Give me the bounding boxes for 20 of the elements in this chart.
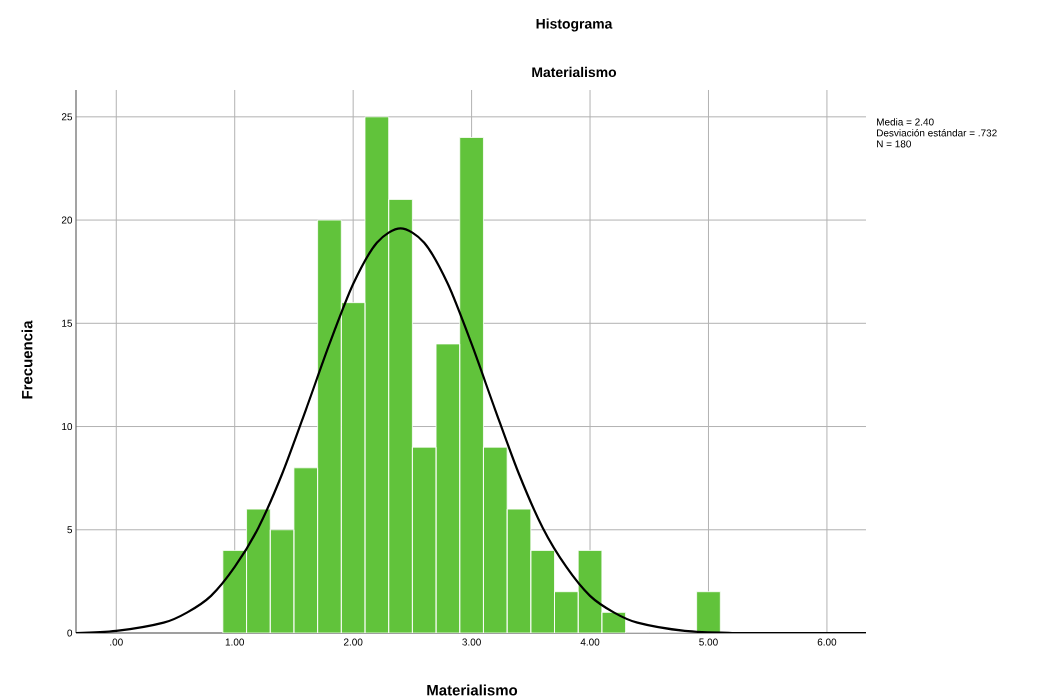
text: Media = 2.40 — [877, 118, 934, 126]
y-tick-label: 15 — [62, 319, 73, 327]
x-tick-label: 3.00 — [462, 638, 481, 646]
y-tick-label: 20 — [61, 216, 73, 224]
chart-title: Histograma — [536, 18, 613, 32]
chart-subtitle: Materialismo — [532, 66, 617, 78]
x-tick-label: 4.00 — [580, 638, 600, 646]
x-axis-title: Materialismo — [427, 684, 518, 696]
y-axis-title: Frecuencia — [21, 320, 33, 399]
y-tick-label: 5 — [67, 526, 73, 534]
text: N = 180 — [877, 140, 911, 148]
y-tick-label: 25 — [61, 113, 73, 121]
x-tick-label: 5.00 — [699, 638, 718, 646]
x-tick-label: .00 — [110, 638, 123, 646]
y-tick-label: 10 — [62, 423, 73, 431]
x-tick-label: 2.00 — [343, 638, 363, 646]
x-tick-label: 6.00 — [817, 638, 837, 646]
y-tick-label: 0 — [67, 629, 73, 637]
text: Desviación estándar = .732 — [877, 129, 997, 137]
x-tick-label: 1.00 — [225, 638, 245, 646]
